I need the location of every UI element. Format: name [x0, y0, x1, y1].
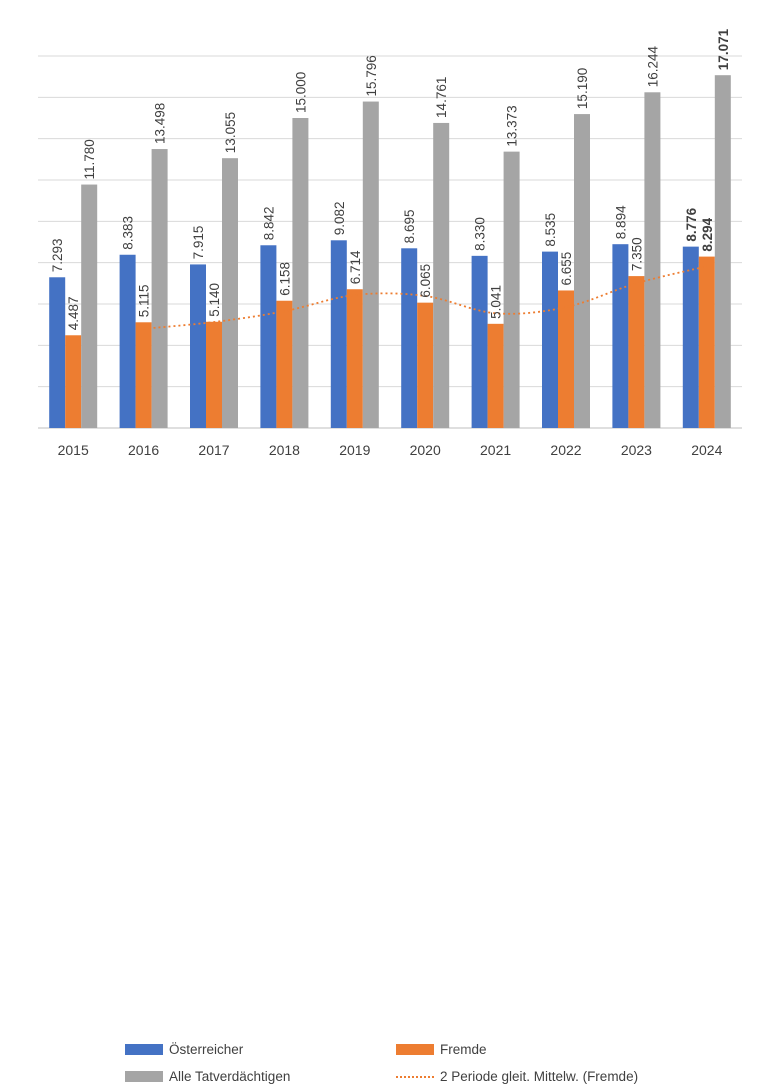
x-tick-label: 2017 — [198, 442, 229, 458]
data-label-fremde: 7.350 — [629, 237, 644, 271]
bar-fremde — [346, 289, 363, 428]
legend-item-oesterreicher: Österreicher — [125, 1042, 243, 1057]
bar-oesterreicher — [49, 277, 66, 428]
bar-oesterreicher — [542, 251, 558, 428]
data-label-alle: 17.071 — [716, 28, 731, 70]
legend-swatch-trendline — [396, 1075, 434, 1078]
data-label-fremde: 5.140 — [207, 283, 222, 317]
data-label-alle: 13.373 — [505, 105, 520, 146]
x-tick-label: 2022 — [550, 442, 581, 458]
data-label-oesterreicher: 7.915 — [191, 226, 206, 260]
bar-fremde — [65, 335, 82, 428]
bar-alle — [644, 92, 661, 429]
data-label-fremde: 5.115 — [137, 285, 152, 318]
data-label-oesterreicher: 8.383 — [121, 216, 136, 250]
x-tick-label: 2024 — [691, 442, 722, 458]
bar-alle — [81, 184, 98, 428]
bar-alle — [433, 122, 450, 428]
data-label-oesterreicher: 8.894 — [613, 205, 628, 239]
bar-fremde — [698, 256, 715, 428]
data-label-fremde: 6.065 — [418, 264, 433, 298]
data-label-alle: 13.055 — [223, 112, 238, 153]
data-label-fremde: 6.158 — [277, 262, 292, 296]
legend-swatch-fremde — [396, 1044, 434, 1055]
bar-fremde — [417, 302, 434, 428]
bar-oesterreicher — [330, 240, 347, 428]
bar-alle — [574, 114, 590, 428]
legend-label-trendline: 2 Periode gleit. Mittelw. (Fremde) — [440, 1069, 639, 1084]
data-label-oesterreicher: 8.842 — [261, 206, 276, 240]
x-tick-label: 2020 — [410, 442, 441, 458]
bar-fremde — [276, 300, 293, 428]
data-label-fremde: 8.294 — [700, 217, 715, 251]
data-label-fremde: 6.714 — [348, 250, 363, 284]
legend-item-trendline: 2 Periode gleit. Mittelw. (Fremde) — [396, 1069, 638, 1084]
bar-oesterreicher — [471, 255, 488, 428]
x-tick-label: 2015 — [58, 442, 89, 458]
bar-oesterreicher — [190, 264, 206, 428]
data-label-alle: 11.780 — [82, 139, 97, 179]
x-axis-ticks: 2015 2016 2017 2018 2019 2020 2021 2022 2023 2024 — [58, 442, 723, 458]
legend-label-oesterreicher: Österreicher — [169, 1042, 244, 1057]
chart-container: 7.293 4.487 11.780 8.383 5.115 13.498 7.915 5.1… — [38, 28, 742, 1084]
data-label-alle: 15.000 — [293, 72, 308, 113]
data-label-oesterreicher: 8.776 — [684, 207, 699, 241]
bar-oesterreicher — [401, 248, 418, 428]
bar-oesterreicher — [260, 245, 277, 428]
bar-oesterreicher — [682, 246, 699, 428]
bar-alle — [714, 75, 731, 428]
data-label-oesterreicher: 8.330 — [473, 217, 488, 251]
legend-label-fremde: Fremde — [440, 1042, 487, 1057]
data-label-alle: 15.190 — [575, 68, 590, 109]
trendline-path — [143, 265, 708, 330]
bar-fremde — [487, 323, 504, 428]
bar-alle — [292, 118, 309, 428]
x-tick-label: 2016 — [128, 442, 159, 458]
legend-item-fremde: Fremde — [396, 1042, 487, 1057]
bar-alle — [362, 101, 379, 429]
x-tick-label: 2021 — [480, 442, 511, 458]
data-label-alle: 15.796 — [364, 55, 379, 96]
bar-oesterreicher — [119, 254, 136, 428]
data-label-fremde: 6.655 — [559, 252, 574, 286]
data-label-oesterreicher: 9.082 — [332, 202, 347, 236]
x-tick-label: 2018 — [269, 442, 300, 458]
data-label-oesterreicher: 7.293 — [50, 238, 65, 272]
bar-fremde — [206, 321, 222, 428]
data-label-fremde: 5.041 — [489, 285, 504, 319]
legend-swatch-oesterreicher — [125, 1044, 163, 1055]
bar-fremde — [135, 322, 152, 428]
x-tick-label: 2023 — [621, 442, 652, 458]
data-label-oesterreicher: 8.695 — [402, 210, 417, 244]
trendline — [143, 265, 708, 330]
legend-label-alle: Alle Tatverdächtigen — [169, 1069, 291, 1084]
bars — [49, 75, 731, 429]
bar-alle — [151, 149, 168, 429]
data-labels: 7.293 4.487 11.780 8.383 5.115 13.498 7.915 5.1… — [50, 28, 731, 330]
bar-fremde — [558, 290, 574, 428]
data-label-alle: 16.244 — [645, 46, 660, 88]
bar-fremde — [628, 276, 645, 428]
bar-alle — [503, 151, 520, 428]
legend-item-alle: Alle Tatverdächtigen — [125, 1069, 290, 1084]
data-label-alle: 13.498 — [153, 103, 168, 144]
data-label-fremde: 4.487 — [66, 296, 81, 330]
data-label-oesterreicher: 8.535 — [543, 213, 558, 247]
bar-alle — [222, 158, 238, 429]
data-label-alle: 14.761 — [434, 77, 449, 118]
bar-oesterreicher — [612, 244, 629, 428]
bar-chart: 7.293 4.487 11.780 8.383 5.115 13.498 7.915 5.1… — [38, 28, 742, 458]
x-tick-label: 2019 — [339, 442, 370, 458]
legend-swatch-alle — [125, 1071, 163, 1082]
